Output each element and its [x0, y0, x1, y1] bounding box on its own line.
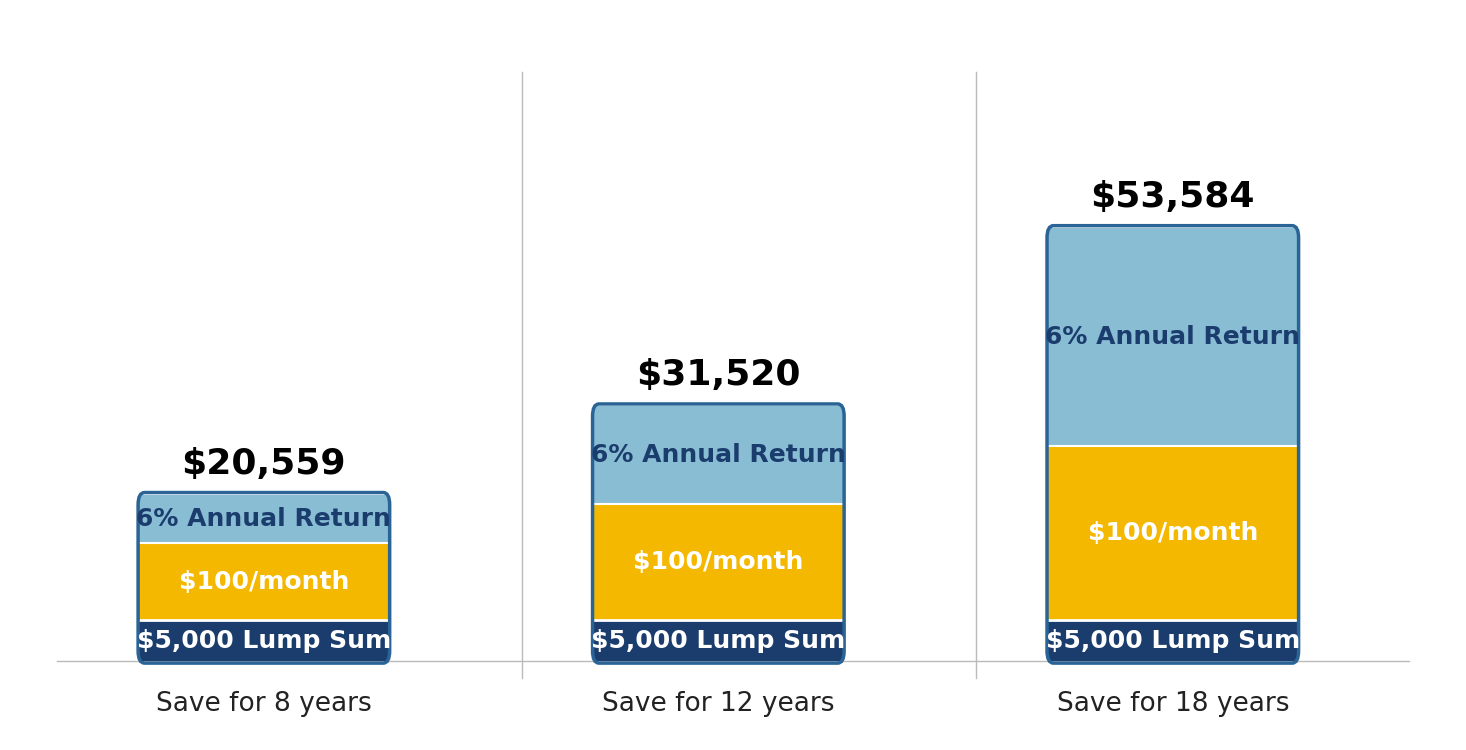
Bar [1048, 620, 1297, 661]
Text: Save for 12 years: Save for 12 years [603, 692, 834, 718]
Bar [139, 543, 388, 620]
Text: $5,000 Lump Sum: $5,000 Lump Sum [1045, 628, 1300, 652]
Text: $100/month: $100/month [179, 570, 349, 594]
Text: $20,559: $20,559 [182, 447, 346, 481]
Text: 6% Annual Return: 6% Annual Return [591, 443, 846, 467]
Bar [139, 620, 388, 661]
Bar [139, 495, 388, 543]
Text: $100/month: $100/month [1088, 521, 1258, 545]
Text: 6% Annual Return: 6% Annual Return [136, 507, 391, 531]
Text: $31,520: $31,520 [636, 358, 800, 392]
Text: Save for 8 years: Save for 8 years [155, 692, 372, 718]
Text: $5,000 Lump Sum: $5,000 Lump Sum [591, 628, 846, 652]
Bar [594, 406, 843, 504]
Text: $100/month: $100/month [633, 550, 803, 574]
Bar [1048, 446, 1297, 620]
Text: $53,584: $53,584 [1091, 180, 1255, 214]
Text: $5,000 Lump Sum: $5,000 Lump Sum [136, 628, 391, 652]
Bar [594, 620, 843, 661]
Bar [1048, 228, 1297, 446]
Text: 6% Annual Return: 6% Annual Return [1045, 325, 1300, 349]
Bar [594, 504, 843, 620]
Text: Save for 18 years: Save for 18 years [1057, 692, 1289, 718]
